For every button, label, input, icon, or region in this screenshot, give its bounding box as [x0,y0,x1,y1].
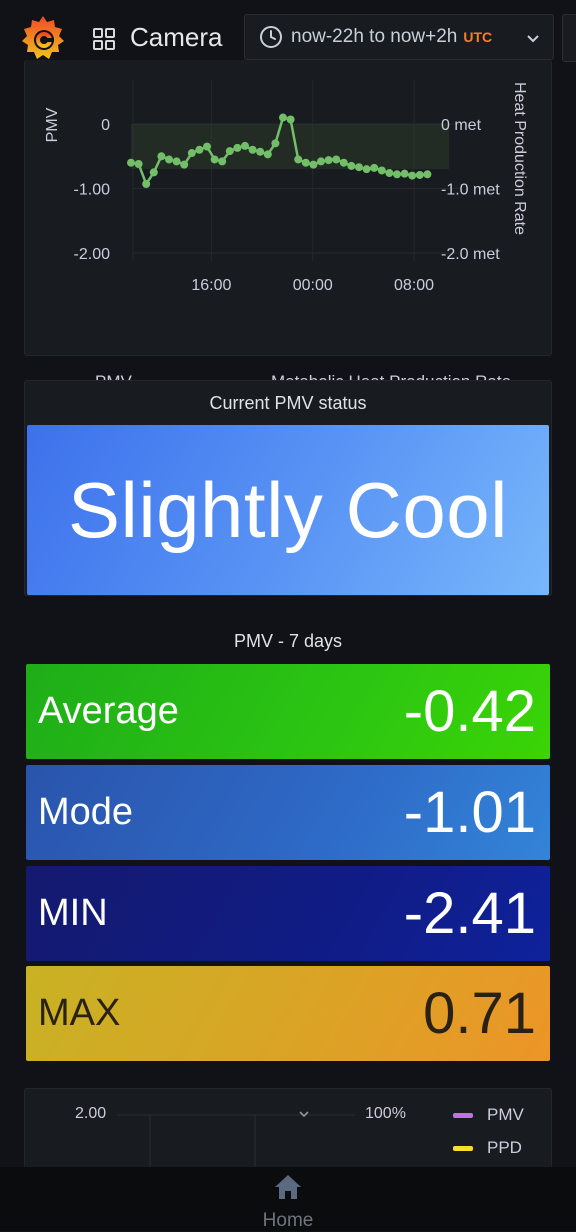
pmv-data-point[interactable] [286,115,295,124]
y-axis-label-right: Heat Production Rate [511,82,528,235]
pmv-data-point[interactable] [294,155,303,164]
stat-label: MIN [38,892,108,934]
pmv-data-point[interactable] [195,145,204,154]
grafana-logo-icon[interactable] [19,13,67,61]
y-tick-right: 100% [365,1105,406,1122]
legend-item-ppd[interactable]: PPD [453,1138,522,1158]
x-tick-label: 08:00 [394,277,434,294]
pmv-data-point[interactable] [180,160,189,169]
stat-value: 0.71 [423,981,536,1046]
pmv-data-point[interactable] [210,155,219,164]
stat-label: MAX [38,992,121,1034]
pmv-data-point[interactable] [332,155,341,164]
pmv-series-line [130,116,428,187]
pmv-data-point[interactable] [263,150,272,159]
pmv-data-point[interactable] [317,157,325,166]
pmv-data-point[interactable] [324,156,333,165]
dashboard-title[interactable]: Camera [130,22,223,52]
y-axis-label-left: PMV [44,107,61,142]
legend-label: PPD [487,1138,522,1157]
pmv-data-point[interactable] [165,155,173,164]
panel-title[interactable]: Current PMV status [209,393,367,413]
y-tick-left: 2.00 [75,1105,107,1122]
stat-mode: Mode -1.01 [26,765,550,860]
pmv-data-point[interactable] [385,169,394,178]
home-nav-label[interactable]: Home [262,1210,314,1231]
pmv-data-point[interactable] [347,161,356,170]
current-pmv-status-panel: Current PMV status Slightly Cool [24,380,552,596]
pmv-data-point[interactable] [225,147,234,156]
pmv-data-point[interactable] [134,159,143,168]
x-tick-label: 00:00 [293,277,333,294]
stat-value: -0.42 [403,679,536,744]
pmv-timeseries-panel: 0 -1.00 -2.00 0 met -1.0 met -2.0 met 16:00 0… [24,60,552,391]
pmv-data-point[interactable] [248,145,257,154]
pmv-data-point[interactable] [423,170,432,179]
pmv-line-chart: 0 -1.00 -2.00 0 met -1.0 met -2.0 met 16:00 0… [44,80,528,294]
pmv-data-point[interactable] [301,158,310,167]
y-tick-label-left: 0 [101,117,110,134]
pmv-data-point[interactable] [408,171,417,180]
status-value: Slightly Cool [67,465,509,554]
status-value-box: Slightly Cool [27,425,549,595]
pmv-data-point[interactable] [241,141,249,150]
time-range-label: now-22h to now+2h [291,26,458,47]
pmv-data-point[interactable] [142,179,151,188]
stat-average: Average -0.42 [26,664,550,759]
y-tick-label-left: -1.00 [74,182,111,199]
pmv-data-point[interactable] [203,142,211,151]
time-range-picker[interactable]: now-22h to now+2h UTC [244,14,554,60]
pmv-data-point[interactable] [127,158,135,167]
legend-item-pmv[interactable]: PMV [453,1105,524,1125]
pmv-data-point[interactable] [149,168,158,177]
stat-max: MAX 0.71 [26,966,550,1061]
pmv-data-point[interactable] [393,170,401,179]
y-tick-label-right: -2.0 met [441,246,500,263]
home-icon[interactable] [273,1173,303,1201]
pmv-data-point[interactable] [309,160,318,169]
pmv-data-point[interactable] [355,163,363,172]
pmv-data-point[interactable] [279,113,287,122]
legend-swatch [453,1112,473,1118]
pmv-data-point[interactable] [339,158,348,167]
pmv-data-point[interactable] [271,139,280,148]
stat-label: Average [38,690,179,732]
stat-value: -1.01 [403,780,536,845]
y-tick-label-left: -2.00 [74,246,111,263]
chevron-down-icon [527,35,539,43]
stat-value: -2.41 [403,881,536,946]
y-tick-label-right: -1.0 met [441,182,500,199]
pmv-data-point[interactable] [415,170,424,179]
toolbar-overflow-button[interactable] [562,14,576,62]
dashboard-grid-icon[interactable] [92,27,116,51]
pmv-data-point[interactable] [233,143,242,152]
pmv-data-point[interactable] [157,152,166,161]
legend-label: PMV [487,1105,524,1124]
y-tick-label-right: 0 met [441,117,482,134]
pmv-data-point[interactable] [172,157,181,166]
pmv-data-point[interactable] [377,166,386,175]
stat-min: MIN -2.41 [26,866,550,961]
x-tick-label: 16:00 [191,277,231,294]
chevron-down-icon[interactable] [297,1107,311,1121]
pmv-data-point[interactable] [370,163,379,172]
clock-icon [260,26,282,48]
legend-swatch [453,1145,473,1151]
timezone-label: UTC [463,29,493,45]
stat-label: Mode [38,791,134,833]
pmv-data-point[interactable] [218,157,227,166]
pmv-data-point[interactable] [362,165,371,174]
pmv-data-point[interactable] [256,147,265,156]
pmv-data-point[interactable] [400,169,409,178]
pmv-data-point[interactable] [187,149,196,158]
panel-title[interactable]: PMV - 7 days [233,631,343,651]
